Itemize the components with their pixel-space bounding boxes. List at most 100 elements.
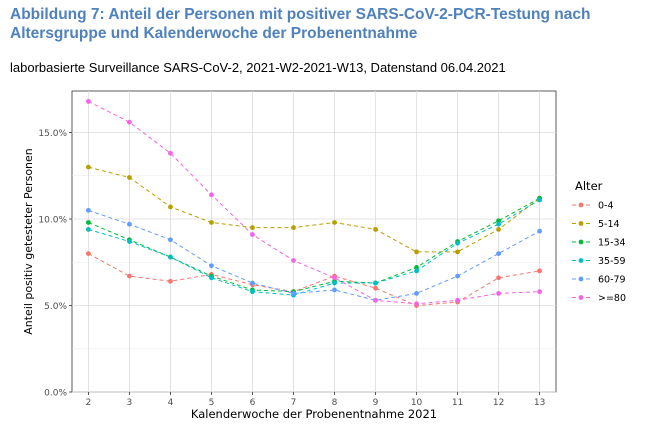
legend-label: 15-34 — [598, 238, 626, 249]
data-point — [291, 258, 296, 263]
x-tick-label: 4 — [168, 398, 174, 408]
grid — [72, 91, 556, 393]
series->=80 — [86, 98, 542, 307]
legend-item: 60-79 — [572, 275, 626, 286]
data-point — [250, 232, 255, 237]
data-point — [127, 273, 132, 279]
legend-key-point — [578, 258, 584, 263]
data-point — [332, 280, 337, 286]
data-point — [250, 280, 255, 286]
data-point — [209, 192, 214, 198]
data-point — [496, 221, 501, 227]
data-point — [455, 249, 460, 255]
legend-label: 5-14 — [598, 219, 620, 230]
legend: Alter 0-4 5-14 15-34 35-59 60-79 >=80 — [572, 179, 626, 304]
figure-title: Abbildung 7: Anteil der Personen mit pos… — [10, 6, 591, 42]
data-point — [291, 225, 296, 231]
data-point — [332, 287, 337, 293]
series-5-14 — [86, 164, 542, 255]
data-point — [168, 204, 173, 210]
data-point — [496, 275, 501, 281]
data-point — [537, 289, 542, 295]
y-tick-label: 0.0% — [44, 389, 67, 399]
data-point — [373, 285, 378, 291]
series-line — [88, 100, 540, 305]
x-axis-label: Kalenderwoche der Probenentnahme 2021 — [191, 407, 437, 421]
series-line — [88, 199, 540, 296]
legend-label: >=80 — [598, 293, 626, 304]
data-point — [414, 249, 419, 255]
data-point — [414, 265, 419, 270]
x-tick-label: 9 — [373, 398, 379, 408]
legend-title: Alter — [575, 179, 603, 193]
data-point — [250, 225, 255, 231]
legend-key-point — [578, 295, 584, 300]
data-point — [373, 297, 378, 303]
y-tick-label: 15.0% — [38, 129, 67, 139]
data-point — [168, 254, 173, 260]
legend-label: 0-4 — [598, 201, 614, 212]
data-point — [332, 275, 337, 281]
data-point — [209, 263, 214, 269]
x-tick-label: 5 — [209, 398, 215, 408]
data-point — [496, 218, 501, 224]
series-35-59 — [86, 197, 542, 298]
data-point — [250, 289, 255, 295]
data-point — [86, 207, 91, 213]
y-axis-label: Anteil positiv getesteter Personen — [22, 148, 35, 335]
data-point — [414, 268, 419, 274]
data-point — [373, 226, 378, 232]
data-point — [86, 98, 91, 104]
x-tick-label: 10 — [411, 398, 423, 408]
x-tick-label: 13 — [534, 398, 545, 408]
data-point — [291, 290, 296, 296]
data-point — [537, 197, 542, 203]
data-point — [86, 220, 91, 225]
axes: 0.0% 5.0% 10.0% 15.0% 2 3 4 5 6 7 8 9 10 11 12 13 — [38, 129, 545, 408]
data-point — [455, 273, 460, 279]
data-point — [127, 175, 132, 180]
data-point — [86, 251, 91, 257]
legend-label: 60-79 — [598, 275, 626, 286]
legend-item: >=80 — [572, 293, 626, 304]
series-line — [88, 253, 540, 307]
data-point — [86, 164, 91, 170]
legend-key-point — [578, 202, 584, 208]
legend-item: 15-34 — [572, 238, 626, 249]
data-point — [332, 220, 337, 225]
legend-item: 35-59 — [572, 256, 626, 267]
x-tick-label: 3 — [127, 398, 133, 408]
legend-key-point — [578, 221, 584, 226]
data-point — [537, 228, 542, 234]
data-point — [127, 119, 132, 125]
legend-key-point — [578, 276, 584, 282]
data-point — [168, 237, 173, 243]
x-tick-label: 6 — [250, 398, 256, 408]
data-point — [127, 239, 132, 244]
figure-subtitle: laborbasierte Surveillance SARS-CoV-2, 2… — [10, 60, 506, 75]
data-point — [209, 220, 214, 225]
x-tick-label: 11 — [452, 398, 463, 408]
data-point — [168, 150, 173, 156]
y-tick-label: 5.0% — [44, 302, 67, 312]
data-point — [209, 275, 214, 281]
data-point — [373, 280, 378, 286]
legend-item: 0-4 — [572, 201, 614, 212]
series-line — [88, 209, 540, 301]
x-tick-label: 2 — [86, 398, 92, 408]
series-60-79 — [86, 207, 542, 303]
x-tick-label: 8 — [332, 398, 338, 408]
legend-key-point — [578, 239, 584, 245]
data-point — [86, 226, 91, 232]
data-point — [455, 240, 460, 246]
data-point — [496, 226, 501, 232]
legend-item: 5-14 — [572, 219, 620, 230]
legend-label: 35-59 — [598, 256, 626, 267]
series-line — [88, 166, 540, 253]
series-layer — [86, 98, 542, 308]
series-0-4 — [86, 251, 542, 308]
series-line — [88, 197, 540, 293]
data-point — [496, 290, 501, 296]
data-point — [537, 268, 542, 274]
